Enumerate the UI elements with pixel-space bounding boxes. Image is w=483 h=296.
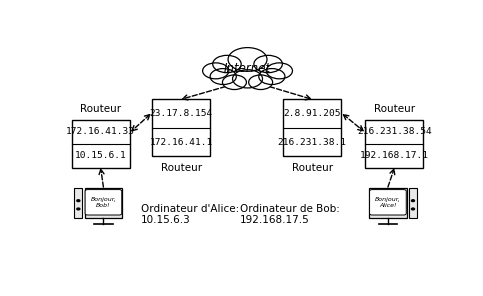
- Text: 172.16.41.1: 172.16.41.1: [149, 138, 213, 147]
- Text: Bonjour,
Alice!: Bonjour, Alice!: [375, 197, 401, 208]
- Circle shape: [213, 55, 241, 73]
- Circle shape: [259, 69, 285, 85]
- Text: 192.168.17.1: 192.168.17.1: [360, 151, 429, 160]
- Circle shape: [233, 70, 263, 88]
- Bar: [366, 120, 424, 168]
- Text: 2.8.91.205: 2.8.91.205: [284, 109, 341, 118]
- Text: Routeur: Routeur: [292, 163, 333, 173]
- Bar: [369, 188, 407, 218]
- Bar: [85, 188, 122, 218]
- Text: Routeur: Routeur: [160, 163, 202, 173]
- Circle shape: [266, 63, 293, 79]
- Circle shape: [77, 200, 80, 202]
- Circle shape: [210, 69, 236, 85]
- Text: Ordinateur d'Alice:
10.15.6.3: Ordinateur d'Alice: 10.15.6.3: [141, 204, 239, 225]
- Circle shape: [412, 200, 414, 202]
- Text: Internet: Internet: [224, 62, 271, 75]
- Text: Ordinateur de Bob:
192.168.17.5: Ordinateur de Bob: 192.168.17.5: [240, 204, 340, 225]
- Bar: [152, 99, 210, 156]
- Bar: [71, 120, 129, 168]
- Text: 10.15.6.1: 10.15.6.1: [75, 151, 127, 160]
- Text: 23.17.8.154: 23.17.8.154: [149, 109, 213, 118]
- Text: 172.16.41.33: 172.16.41.33: [66, 127, 135, 136]
- Circle shape: [249, 75, 272, 89]
- Text: 216.231.38.1: 216.231.38.1: [278, 138, 347, 147]
- Text: Routeur: Routeur: [80, 104, 121, 114]
- Circle shape: [223, 75, 246, 89]
- Text: 216.231.38.54: 216.231.38.54: [357, 127, 432, 136]
- Circle shape: [228, 48, 267, 71]
- Bar: [74, 188, 83, 218]
- FancyBboxPatch shape: [369, 190, 406, 215]
- FancyBboxPatch shape: [85, 190, 122, 215]
- Circle shape: [254, 55, 283, 73]
- Bar: [283, 99, 341, 156]
- Text: Routeur: Routeur: [374, 104, 415, 114]
- Bar: [409, 188, 417, 218]
- Circle shape: [77, 208, 80, 210]
- Circle shape: [412, 208, 414, 210]
- Text: Bonjour,
Bob!: Bonjour, Bob!: [90, 197, 116, 208]
- Circle shape: [203, 63, 229, 79]
